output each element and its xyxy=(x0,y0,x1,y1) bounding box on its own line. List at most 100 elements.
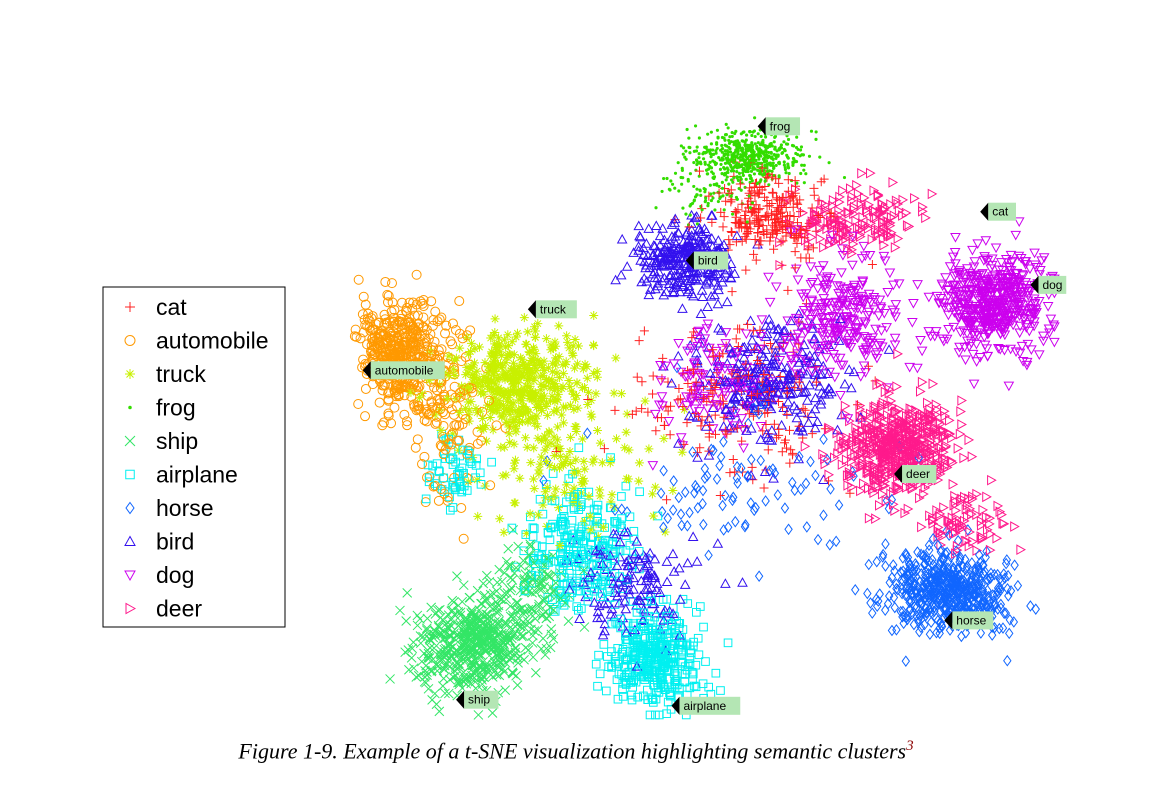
point-frog xyxy=(727,141,732,145)
point-horse xyxy=(981,598,991,611)
point-frog xyxy=(722,208,726,212)
point-airplane xyxy=(658,680,668,689)
point-frog xyxy=(730,212,735,216)
point-truck xyxy=(565,400,575,410)
point-deer xyxy=(841,454,852,466)
point-deer xyxy=(982,491,992,503)
point-bird xyxy=(691,357,703,368)
point-bird xyxy=(644,590,656,600)
point-horse xyxy=(1000,572,1010,585)
point-bird xyxy=(662,238,673,248)
point-frog xyxy=(695,145,699,149)
point-horse xyxy=(974,562,984,575)
point-bird xyxy=(755,399,766,409)
point-deer xyxy=(816,205,826,217)
point-frog xyxy=(756,141,760,145)
point-truck xyxy=(540,445,550,455)
point-airplane xyxy=(548,595,557,605)
point-deer xyxy=(845,183,856,194)
point-bird xyxy=(725,258,737,269)
point-truck xyxy=(489,350,499,360)
point-truck xyxy=(548,359,558,369)
point-horse xyxy=(663,512,672,525)
point-truck xyxy=(501,358,511,368)
point-dog xyxy=(860,319,871,330)
point-dog xyxy=(856,254,868,264)
point-dog xyxy=(874,295,886,306)
point-frog xyxy=(784,171,788,175)
point-deer xyxy=(857,413,868,425)
point-frog xyxy=(743,143,747,147)
point-cat xyxy=(744,409,754,419)
point-deer xyxy=(948,478,959,490)
point-truck xyxy=(435,405,445,415)
point-airplane xyxy=(449,482,459,492)
point-frog xyxy=(798,148,803,152)
point-truck xyxy=(586,395,596,405)
point-dog xyxy=(812,323,824,334)
point-horse xyxy=(872,555,881,568)
point-truck xyxy=(506,400,516,410)
point-airplane xyxy=(621,546,631,555)
point-truck xyxy=(536,394,546,404)
point-cat xyxy=(792,198,802,208)
point-truck xyxy=(511,369,521,379)
point-horse xyxy=(975,574,984,587)
point-dog xyxy=(890,300,902,310)
point-frog xyxy=(748,174,753,178)
point-truck xyxy=(520,433,530,443)
point-truck xyxy=(476,406,486,416)
point-deer xyxy=(878,217,888,228)
point-bird xyxy=(674,594,686,604)
point-dog xyxy=(699,334,711,345)
point-truck xyxy=(510,458,520,468)
point-horse xyxy=(885,576,894,589)
point-truck xyxy=(540,493,550,503)
point-deer xyxy=(959,452,969,464)
point-horse xyxy=(823,454,832,466)
point-truck xyxy=(592,372,602,382)
point-cat xyxy=(731,334,741,344)
point-dog xyxy=(996,274,1008,285)
point-horse xyxy=(819,433,828,446)
point-truck xyxy=(482,381,492,391)
point-horse xyxy=(761,495,770,507)
point-dog xyxy=(822,329,834,340)
point-automobile xyxy=(367,379,378,390)
point-truck xyxy=(471,378,481,388)
point-deer xyxy=(972,509,982,521)
point-dog xyxy=(862,311,874,321)
point-horse xyxy=(942,546,952,559)
point-horse xyxy=(743,417,753,430)
point-truck xyxy=(535,393,545,403)
point-horse xyxy=(932,626,941,639)
point-deer xyxy=(878,474,889,486)
point-dog xyxy=(827,312,839,323)
point-truck xyxy=(510,421,520,431)
point-deer xyxy=(876,401,887,413)
point-dog xyxy=(906,317,918,328)
point-ship xyxy=(506,583,517,593)
point-deer xyxy=(947,519,957,531)
point-deer xyxy=(834,196,845,208)
point-truck xyxy=(430,410,440,420)
point-truck xyxy=(534,465,544,475)
point-dog xyxy=(675,433,687,443)
point-truck xyxy=(510,366,520,376)
point-frog xyxy=(814,130,818,134)
point-truck xyxy=(515,389,525,399)
point-ship xyxy=(505,635,515,646)
point-bird xyxy=(712,355,724,366)
point-deer xyxy=(863,458,874,470)
point-frog xyxy=(692,184,696,189)
point-airplane xyxy=(618,692,628,701)
point-deer xyxy=(852,430,862,441)
point-frog xyxy=(688,172,692,176)
point-dog xyxy=(915,335,926,346)
point-truck xyxy=(464,416,474,426)
point-truck xyxy=(679,404,689,414)
point-truck xyxy=(476,388,486,398)
point-truck xyxy=(522,442,532,452)
point-ship xyxy=(464,592,475,603)
point-truck xyxy=(498,401,508,411)
